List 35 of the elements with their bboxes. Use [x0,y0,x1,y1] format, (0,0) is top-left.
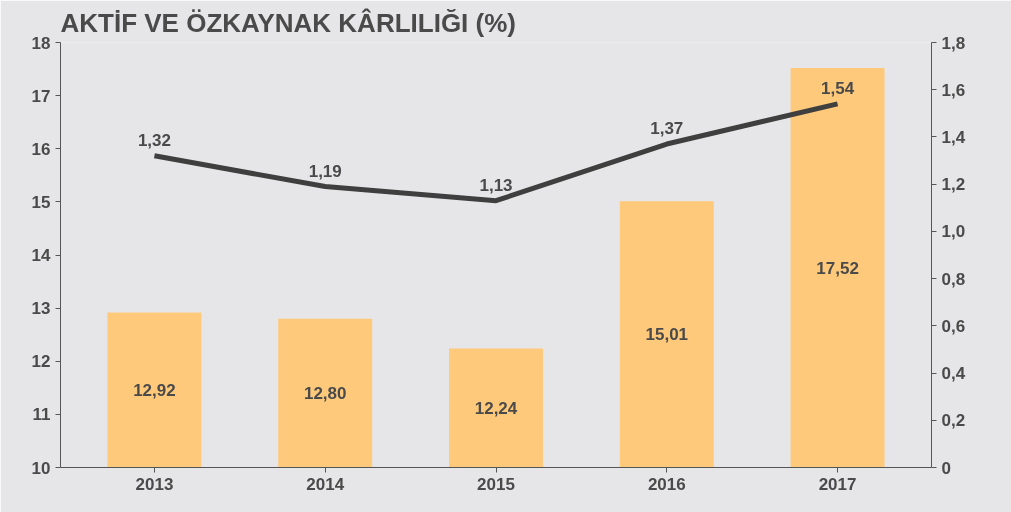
x-tick-label: 2016 [647,474,686,494]
data-label: 1,13 [479,175,513,195]
y2-tick-label: 0,4 [941,364,966,384]
y-tick-label: 15 [31,192,51,212]
y2-tick-label: 0,6 [941,316,966,336]
y-tick-label: 17 [31,86,51,106]
y-tick-label: 11 [32,405,51,425]
y-tick-label: 14 [31,246,52,265]
data-label: 1,54 [821,78,855,98]
y2-tick-label: 1,0 [941,222,966,242]
y2-tick-label: 0 [941,458,951,478]
x-tick-label: 2015 [477,474,515,494]
y2-tick-label: 1,2 [941,175,966,195]
data-label: 1,37 [650,119,684,139]
data-label: 17,52 [816,258,859,278]
data-label: 12,92 [133,380,176,400]
x-tick-label: 2013 [135,474,174,494]
data-label: 1,19 [308,161,342,181]
y-tick-label: 18 [31,33,51,53]
x-tick-label: 2017 [818,474,857,494]
y2-tick-label: 0,2 [941,411,966,431]
y2-tick-label: 1,6 [941,80,966,100]
data-label: 15,01 [645,325,689,345]
x-tick-label: 2014 [306,474,345,494]
data-label: 1,32 [137,130,171,150]
chart-title: AKTİF VE ÖZKAYNAK KÂRLILIĞI (%) [60,7,516,38]
y-tick-label: 16 [31,139,51,159]
data-label: 12,80 [303,384,347,404]
y-tick-label: 13 [31,299,51,319]
data-label: 12,24 [474,399,518,418]
y-tick-label: 12 [31,352,51,372]
y2-tick-label: 1,4 [941,127,966,147]
y2-tick-label: 0,8 [941,269,966,289]
y2-tick-label: 1,8 [941,33,966,53]
y-tick-label: 10 [31,458,51,478]
